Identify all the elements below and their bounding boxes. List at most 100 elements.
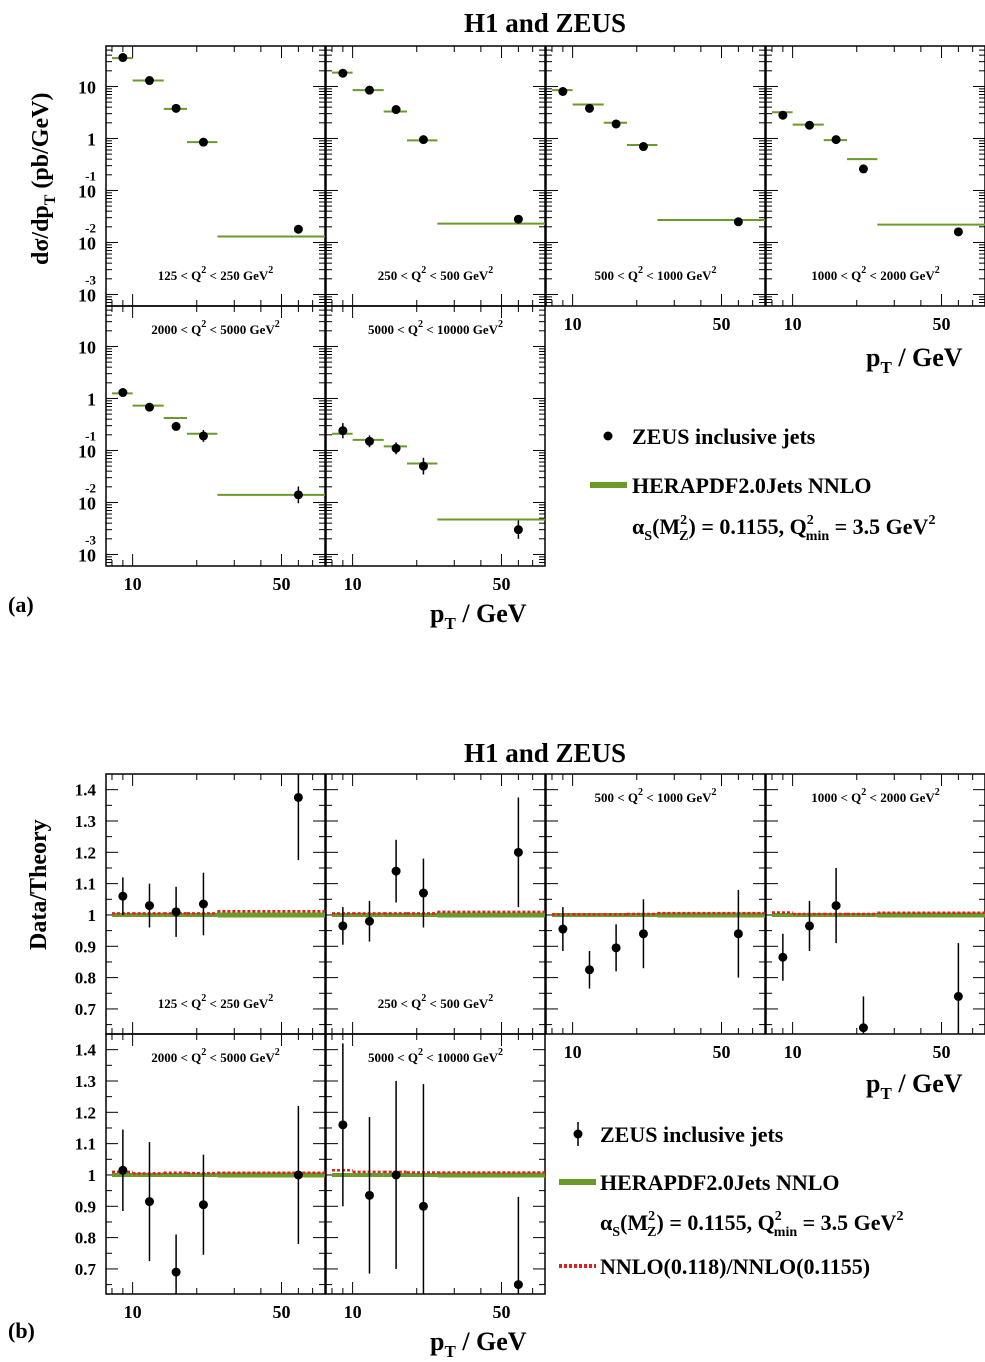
chart-b-panel-4-data-point xyxy=(858,1023,868,1033)
legend-a-alpha-sym: α xyxy=(632,514,645,539)
chart-b-panel-1-q2-label-part: 125 < Q xyxy=(158,996,202,1011)
chart-a-panel-4-q2-label-part: 2 xyxy=(935,265,940,276)
chart-a-panel-1-q2-label-part: 125 < Q xyxy=(158,268,202,283)
legend-b-qmin-val: = 3.5 GeV xyxy=(797,1210,896,1235)
chart-a-ytick-exp: -1 xyxy=(85,168,96,183)
chart-b-ytick-label: 1.3 xyxy=(75,812,96,831)
chart-a-panel-6-q2-label-part: 2 xyxy=(418,319,423,330)
chart-b-ytick-label: 1.4 xyxy=(75,781,97,800)
chart-a-panel-4-data-point xyxy=(858,164,868,174)
chart-b-ytick-label: 1 xyxy=(88,1166,97,1185)
chart-b-panel-4: 1000 < Q2 < 2000 GeV2 xyxy=(765,773,985,1035)
chart-b-panel-2-q2-label-part: 2 xyxy=(488,993,493,1004)
chart-a-xlabel: pT / GeV xyxy=(430,599,527,633)
chart-b-xtick-label: 50 xyxy=(273,1302,291,1322)
chart-a-panel-3-q2-label-part: 2 xyxy=(711,265,716,276)
chart-b-xlabel-right-unit: / GeV xyxy=(892,1069,963,1098)
chart-b-ytick-label: 0.9 xyxy=(75,937,96,956)
chart-a-panel-3-q2-label-part: < 1000 GeV xyxy=(643,268,712,283)
chart-a-ylabel-unit: (pb/GeV) xyxy=(28,93,54,195)
chart-b-panel-3-q2-label-part: < 1000 GeV xyxy=(643,790,712,805)
chart-b-xtick-label: 50 xyxy=(933,1042,951,1062)
chart-b-panel-6-frame xyxy=(325,1033,546,1295)
chart-b-panel-3-q2-label: 500 < Q2 < 1000 GeV2 xyxy=(595,787,717,805)
chart-a-panel-1-data-point xyxy=(171,103,181,113)
chart-a-xtick-label: 50 xyxy=(933,314,951,334)
legend-b-alpha-sq: 2 xyxy=(648,1209,655,1224)
chart-b-panel-5-q2-label-part: 2 xyxy=(201,1047,206,1058)
chart-a-panel-4-data-point xyxy=(778,110,788,120)
chart-b-panel-4-q2-label-part: 2 xyxy=(861,787,866,798)
chart-a-panel-5-q2-label-part: 2 xyxy=(275,319,280,330)
chart-a-xlabel-right-unit: / GeV xyxy=(892,343,963,372)
chart-a-ytick-exp: -3 xyxy=(85,272,96,287)
legend-a-alpha-val: ) = 0.1155, Q xyxy=(689,514,807,539)
chart-a-xtick-label: 50 xyxy=(493,574,511,594)
chart-a-panel-6-q2-label-part: 5000 < Q xyxy=(368,322,418,337)
chart-a-xtick-label: 50 xyxy=(713,314,731,334)
chart-a-panel-6-data-point xyxy=(513,525,523,535)
legend-a-gev-sq: 2 xyxy=(928,513,935,528)
chart-a-panel-6-data-point xyxy=(391,443,401,453)
chart-b-panel-6-data-point xyxy=(364,1190,374,1200)
chart-a-xlabel-right: pT / GeV xyxy=(866,343,963,377)
chart-b-panel-1-data-point xyxy=(144,901,154,911)
chart-a-xtick-label: 10 xyxy=(564,314,582,334)
chart-a-panel-2-q2-label: 250 < Q2 < 500 GeV2 xyxy=(378,265,493,283)
chart-a-panel-1-q2-label-part: 2 xyxy=(201,265,206,276)
chart-a-panel-1-data-point xyxy=(118,53,128,63)
chart-a-ylabel-main: dσ/dp xyxy=(28,205,54,265)
chart-b-ytick-label: 1.1 xyxy=(75,1135,96,1154)
chart-b-panel-3-data-point xyxy=(558,924,568,934)
chart-a-panel-4-frame xyxy=(765,45,985,307)
chart-b-panel-2-frame xyxy=(325,773,546,1035)
chart-a-panel-6-data-point xyxy=(418,461,428,471)
chart-b-panel-4-frame xyxy=(765,773,985,1035)
chart-b-panel-5-data-point xyxy=(144,1197,154,1207)
legend-b-alpha-mid: (M xyxy=(620,1210,648,1235)
chart-b-panel-4-data-point xyxy=(831,901,841,911)
legend-b-alpha-sym: α xyxy=(600,1210,613,1235)
chart-b-panel-6-data-point xyxy=(391,1170,401,1180)
chart-a-panel-1-frame xyxy=(105,45,326,307)
chart-b-panel-6-q2-label: 5000 < Q2 < 10000 GeV2 xyxy=(368,1047,503,1065)
chart-a-xtick-label: 50 xyxy=(273,574,291,594)
chart-b-panel-1-data-point xyxy=(118,891,128,901)
chart-a-ylabel: dσ/dpT (pb/GeV) xyxy=(28,93,59,265)
chart-b-panel-1-q2-label: 125 < Q2 < 250 GeV2 xyxy=(158,993,273,1011)
chart-b-panel-1-q2-label-part: 2 xyxy=(268,993,273,1004)
chart-a-panel-4-q2-label-part: 1000 < Q xyxy=(811,268,861,283)
legend-b: ZEUS inclusive jets HERAPDF2.0Jets NNLO … xyxy=(559,1122,903,1279)
chart-a-panel-2: 250 < Q2 < 500 GeV2 xyxy=(325,45,546,307)
chart-b-panel-1-data-point xyxy=(293,792,303,802)
chart-b-panel-2-data-point xyxy=(338,921,348,931)
chart-a-xtick-label: 10 xyxy=(124,574,142,594)
chart-b-ytick-label: 1.2 xyxy=(75,843,96,862)
chart-b-xtick-label: 50 xyxy=(493,1302,511,1322)
chart-a-ytick-exp: -2 xyxy=(85,480,96,495)
chart-a-panel-5-q2-label: 2000 < Q2 < 5000 GeV2 xyxy=(151,319,279,337)
chart-b-xlabel-right: pT / GeV xyxy=(866,1069,963,1103)
chart-a-ytick-label: 10 xyxy=(78,337,96,357)
chart-b-panel-5-q2-label-part: 2000 < Q xyxy=(151,1050,201,1065)
chart-b-panel-2-q2-label: 250 < Q2 < 500 GeV2 xyxy=(378,993,493,1011)
chart-a-panel-4-data-point xyxy=(804,120,814,130)
chart-a-ytick-label: 1 xyxy=(87,129,96,149)
chart-a-ytick-label: 10 xyxy=(78,441,96,461)
chart-b-panel-5-q2-label-part: < 5000 GeV xyxy=(206,1050,275,1065)
panel-label-b: (b) xyxy=(8,1318,35,1343)
chart-b-panel-2-data-point xyxy=(391,866,401,876)
chart-a-panel-5: 2000 < Q2 < 5000 GeV2 xyxy=(105,305,326,567)
chart-b-ytick-label: 1.1 xyxy=(75,875,96,894)
chart-a-ytick-label: 10 xyxy=(78,233,96,253)
chart-a-ytick-exp: -2 xyxy=(85,220,96,235)
chart-a-panel-5-frame xyxy=(105,305,326,567)
chart-b-panel-6-q2-label-part: 2 xyxy=(498,1047,503,1058)
panel-label-a: (a) xyxy=(8,592,34,617)
chart-b-panel-3-q2-label-part: 500 < Q xyxy=(595,790,639,805)
legend-b-alpha-mz: Z xyxy=(647,1225,656,1240)
chart-a-panel-2-q2-label-part: 2 xyxy=(488,265,493,276)
chart-a-panel-3-data-point xyxy=(733,217,743,227)
legend-b-data-label: ZEUS inclusive jets xyxy=(600,1122,784,1147)
